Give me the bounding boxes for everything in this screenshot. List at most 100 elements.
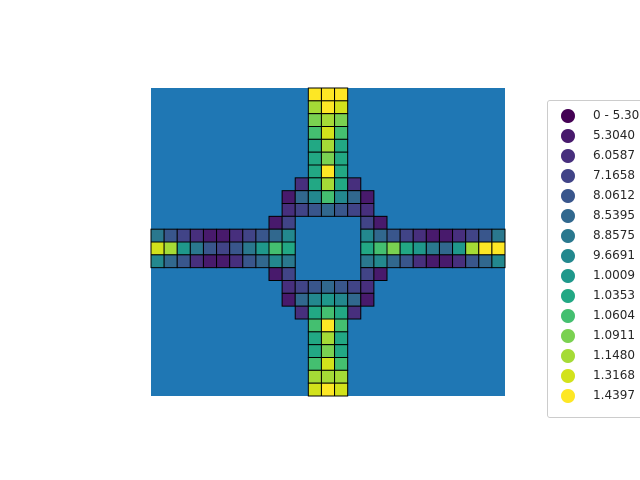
grid-cell xyxy=(320,126,336,140)
legend-marker xyxy=(561,249,575,263)
grid-cell xyxy=(491,241,506,256)
legend-marker xyxy=(561,289,575,303)
legend-marker xyxy=(561,209,575,223)
grid-cell xyxy=(399,254,414,269)
grid-cell xyxy=(347,177,362,192)
legend-item: 9.6691 xyxy=(548,247,640,265)
legend-marker xyxy=(561,149,575,163)
legend-label: 0 - 5.30 xyxy=(593,108,640,122)
legend-label: 1.0353 xyxy=(593,288,635,302)
grid-cell xyxy=(150,228,165,243)
legend-marker xyxy=(561,349,575,363)
grid-cell xyxy=(452,254,467,269)
grid-cell xyxy=(163,228,178,243)
legend-label: 1.0911 xyxy=(593,328,635,342)
grid-cell xyxy=(360,292,375,307)
grid-cell xyxy=(360,267,375,282)
grid-cell xyxy=(347,190,362,204)
grid-cell xyxy=(386,254,401,269)
legend-marker xyxy=(561,169,575,183)
legend-item: 1.0604 xyxy=(548,307,640,325)
grid-cell xyxy=(412,228,427,243)
grid-cell xyxy=(465,254,480,269)
grid-cell xyxy=(320,369,336,384)
grid-cell xyxy=(386,241,401,256)
grid-cell xyxy=(163,241,178,256)
grid-cell xyxy=(320,292,336,307)
grid-cell xyxy=(347,280,362,294)
grid-cell xyxy=(307,164,322,179)
grid-cell xyxy=(320,87,336,102)
grid-cell xyxy=(307,280,322,294)
grid-cell xyxy=(216,254,231,269)
grid-cell xyxy=(478,241,493,256)
grid-cell xyxy=(399,228,414,243)
grid-cell xyxy=(334,280,349,294)
grid-cell xyxy=(242,241,257,256)
grid-cell xyxy=(307,331,322,346)
grid-cell xyxy=(320,177,336,192)
grid-cell xyxy=(425,254,440,269)
grid-cell xyxy=(176,241,191,256)
grid-cell xyxy=(307,203,322,217)
grid-cell xyxy=(202,228,218,243)
grid-cell xyxy=(281,215,296,230)
legend-marker xyxy=(561,269,575,283)
grid-cell xyxy=(386,228,401,243)
grid-cell xyxy=(334,190,349,204)
legend-item: 5.3040 xyxy=(548,127,640,145)
grid-cell xyxy=(320,164,336,179)
grid-cell xyxy=(320,138,336,153)
grid-cell xyxy=(320,203,336,217)
grid-cell xyxy=(320,305,336,320)
grid-cell xyxy=(360,241,375,256)
grid-cell xyxy=(320,382,336,397)
grid-cell xyxy=(281,228,296,243)
grid-cell xyxy=(334,382,349,397)
legend-label: 1.4397 xyxy=(593,388,635,402)
legend-label: 8.0612 xyxy=(593,188,635,202)
legend-marker xyxy=(561,229,575,243)
grid-cell xyxy=(307,369,322,384)
grid-cell xyxy=(334,357,349,371)
grid-cell xyxy=(334,203,349,217)
grid-cell xyxy=(268,215,283,230)
grid-cell xyxy=(281,267,296,282)
grid-cell xyxy=(452,241,467,256)
grid-cell xyxy=(478,254,493,269)
grid-cell xyxy=(334,151,349,166)
legend-marker xyxy=(561,129,575,143)
grid-cell xyxy=(334,100,349,115)
grid-cell xyxy=(373,267,388,282)
grid-cell xyxy=(307,344,322,359)
grid-cell xyxy=(294,305,309,320)
grid-cell xyxy=(307,126,322,140)
grid-cell xyxy=(465,228,480,243)
grid-cell xyxy=(294,292,309,307)
grid-cell xyxy=(307,100,322,115)
grid-cell xyxy=(150,241,165,256)
legend-marker xyxy=(561,109,575,123)
legend-marker xyxy=(561,189,575,203)
grid-cell xyxy=(320,344,336,359)
grid-cell xyxy=(268,267,283,282)
grid-cell xyxy=(176,254,191,269)
legend-marker xyxy=(561,369,575,383)
grid-cell xyxy=(281,254,296,269)
grid-cell xyxy=(425,241,440,256)
grid-cell xyxy=(373,215,388,230)
legend-label: 1.0009 xyxy=(593,268,635,282)
grid-cell xyxy=(334,177,349,192)
grid-cell xyxy=(478,228,493,243)
legend-label: 8.5395 xyxy=(593,208,635,222)
grid-cell xyxy=(307,190,322,204)
grid-cell xyxy=(320,190,336,204)
grid-cell xyxy=(294,280,309,294)
grid-cell xyxy=(347,203,362,217)
grid-cell xyxy=(229,228,244,243)
grid-cell xyxy=(307,177,322,192)
grid-cell xyxy=(281,241,296,256)
grid-cell xyxy=(242,228,257,243)
grid-cell xyxy=(150,254,165,269)
legend-item: 1.0353 xyxy=(548,287,640,305)
